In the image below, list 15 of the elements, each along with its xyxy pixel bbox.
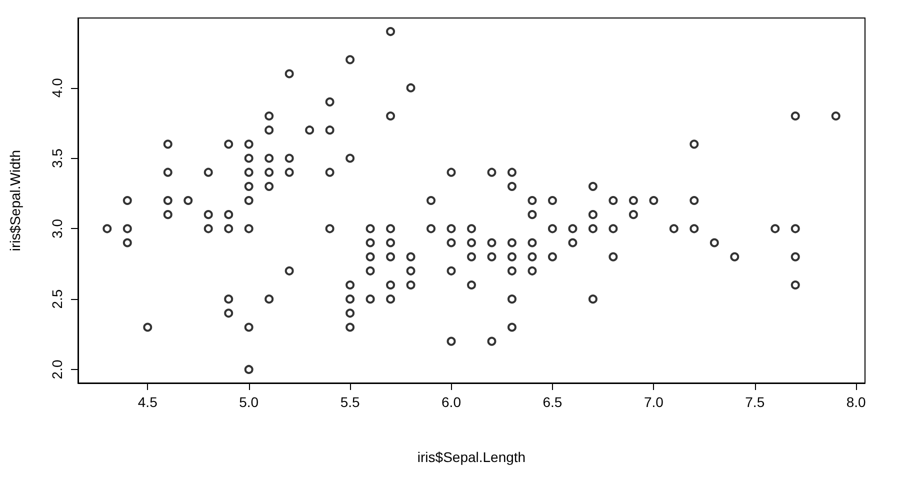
x-tick-label: 6.0 xyxy=(442,394,462,410)
x-tick-label: 4.5 xyxy=(138,394,158,410)
x-tick-label: 7.0 xyxy=(644,394,664,410)
y-tick-label: 4.0 xyxy=(49,78,65,98)
y-axis-title: iris$Sepal.Width xyxy=(7,150,23,252)
y-tick-label: 2.5 xyxy=(49,289,65,309)
y-tick-label: 2.0 xyxy=(49,360,65,380)
x-tick-label: 5.0 xyxy=(239,394,259,410)
x-tick-label: 7.5 xyxy=(745,394,765,410)
x-tick-label: 8.0 xyxy=(846,394,866,410)
y-tick-label: 3.5 xyxy=(49,148,65,168)
x-axis-title: iris$Sepal.Length xyxy=(417,449,526,465)
x-tick-label: 5.5 xyxy=(340,394,360,410)
y-tick-label: 3.0 xyxy=(49,218,65,238)
x-tick-label: 6.5 xyxy=(542,394,562,410)
